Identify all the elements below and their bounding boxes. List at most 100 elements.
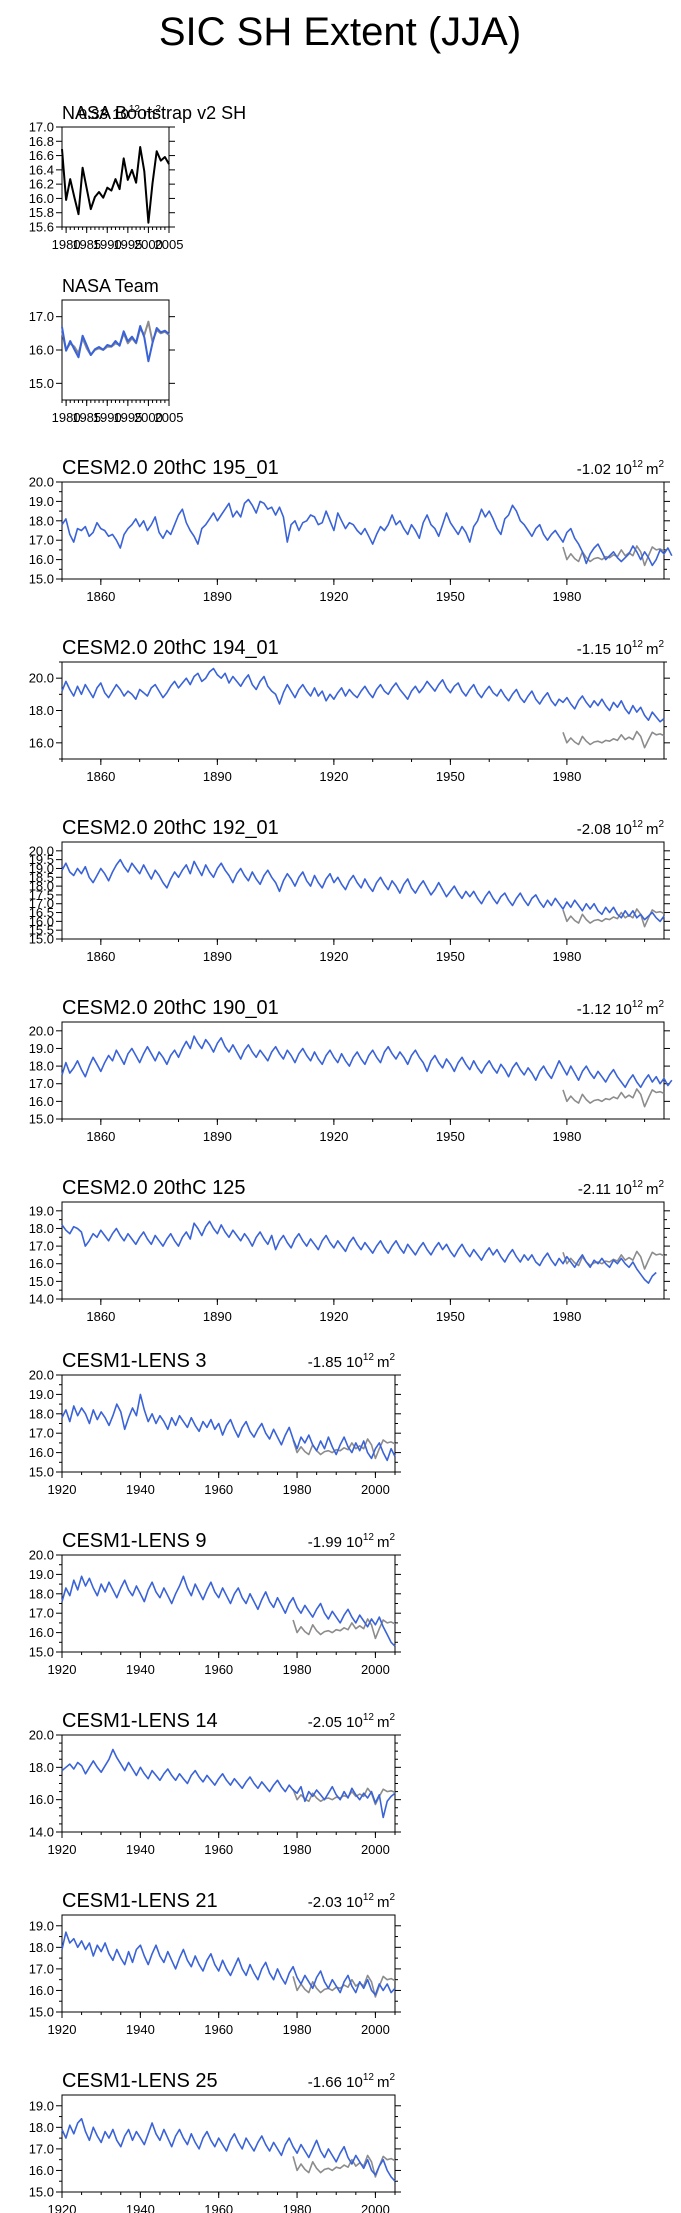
x-tick-label: 1980 <box>552 769 581 784</box>
panel-title: CESM1-LENS 14 <box>62 1710 218 1732</box>
y-tick-label: 16.0 <box>29 552 54 567</box>
y-tick-label: 20.0 <box>29 475 54 490</box>
x-tick-label: 2000 <box>361 1842 390 1857</box>
panel-title: CESM2.0 20thC 125 <box>62 1177 245 1199</box>
series-line-model <box>61 1748 396 1819</box>
y-tick-label: 16.0 <box>29 191 54 206</box>
y-tick-label: 18.0 <box>29 513 54 528</box>
x-tick-label: 1980 <box>283 1482 312 1497</box>
y-tick-label: 16.8 <box>29 134 54 149</box>
y-tick-label: 15.6 <box>29 220 54 235</box>
x-tick-label: 1980 <box>283 2202 312 2213</box>
y-tick-label: 19.0 <box>29 1567 54 1582</box>
y-tick-label: 20.0 <box>29 1548 54 1563</box>
figure-title: SIC SH Extent (JJA) <box>159 10 521 54</box>
series-line-model <box>61 667 665 723</box>
trend-label: 0.33 1012 m2 <box>79 104 162 123</box>
y-tick-label: 14.0 <box>29 1825 54 1840</box>
panel-title: CESM2.0 20thC 195_01 <box>62 457 279 479</box>
series-line-model <box>61 2117 396 2182</box>
x-tick-label: 1990 <box>93 237 122 252</box>
x-tick-label: 1940 <box>126 1482 155 1497</box>
x-tick-label: 1980 <box>552 949 581 964</box>
y-tick-label: 16.6 <box>29 148 54 163</box>
trend-label: -2.11 1012 m2 <box>578 1179 665 1198</box>
panel-title: CESM2.0 20thC 194_01 <box>62 637 279 659</box>
plot-frame <box>61 661 665 760</box>
trend-label: -2.08 1012 m2 <box>577 819 665 838</box>
y-tick-label: 17.0 <box>29 309 54 324</box>
y-tick-label: 15.0 <box>29 1645 54 1660</box>
chart-lens-21: 15.0 16.0 17.0 18.0 19.0 1920 1940 1960 1980 2000… <box>29 1890 401 2037</box>
x-tick-label: 1960 <box>204 2022 233 2037</box>
x-tick-label: 1980 <box>283 2022 312 2037</box>
panel-title: CESM1-LENS 9 <box>62 1530 207 1552</box>
trend-label: -1.99 1012 m2 <box>308 1532 396 1551</box>
trend-label: -2.05 1012 m2 <box>308 1712 396 1731</box>
series-line-model <box>61 858 665 923</box>
x-tick-label: 1960 <box>204 2202 233 2213</box>
x-tick-label: 1995 <box>113 410 142 425</box>
y-tick-label: 15.0 <box>29 2005 54 2020</box>
trend-label: -2.03 1012 m2 <box>308 1892 396 1911</box>
x-tick-label: 1950 <box>436 1129 465 1144</box>
x-tick-label: 1890 <box>203 1129 232 1144</box>
x-tick-label: 1890 <box>203 949 232 964</box>
chart-nasa-bootstrap: 15.615.816.016.216.416.616.817.0 19801985… <box>29 103 246 252</box>
y-tick-label: 20.0 <box>29 1023 54 1038</box>
x-tick-label: 2000 <box>361 1662 390 1677</box>
series-line-model <box>61 498 673 567</box>
x-tick-label: 1920 <box>48 1662 77 1677</box>
panel-title: NASA Bootstrap v2 SH <box>62 103 246 123</box>
x-tick-label: 1980 <box>552 589 581 604</box>
x-tick-label: 1940 <box>126 2022 155 2037</box>
x-tick-label: 1950 <box>436 589 465 604</box>
y-tick-label: 20.0 <box>29 671 54 686</box>
x-tick-label: 1920 <box>319 1309 348 1324</box>
y-tick-label: 14.0 <box>29 1292 54 1307</box>
series-line-obs <box>562 1088 665 1108</box>
chart-lens-9: 15.0 16.0 17.0 18.0 19.0 20.0 1920 1940 1960 1980… <box>29 1530 401 1677</box>
x-tick-label: 2000 <box>134 237 163 252</box>
x-tick-label: 2000 <box>361 2022 390 2037</box>
chart-cesm2-192: 15.015.516.016.517.017.518.018.519.019.5… <box>29 817 670 964</box>
plot-frame <box>61 1554 396 1653</box>
y-tick-label: 19.0 <box>29 494 54 509</box>
chart-cesm2-125: 14.0 15.0 16.0 17.0 18.0 19.0 1860 1890 1920 1950… <box>29 1177 670 1324</box>
plot-frame <box>61 841 665 940</box>
y-tick-label: 17.0 <box>29 2141 54 2156</box>
x-tick-label: 1860 <box>86 1309 115 1324</box>
y-tick-label: 16.0 <box>29 1792 54 1807</box>
y-tick-label: 18.0 <box>29 1059 54 1074</box>
x-tick-label: 1960 <box>204 1482 233 1497</box>
y-tick-label: 16.0 <box>29 1625 54 1640</box>
x-tick-label: 1990 <box>93 410 122 425</box>
x-tick-label: 1980 <box>552 1309 581 1324</box>
chart-cesm2-190: 15.0 16.0 17.0 18.0 19.0 20.0 1860 1890 1920 1950… <box>29 997 673 1144</box>
plot-frame <box>61 1201 665 1300</box>
x-tick-label: 1860 <box>86 769 115 784</box>
y-tick-label: 15.0 <box>29 2185 54 2200</box>
series-line-nasa-bootstrap <box>61 325 170 363</box>
y-tick-label: 16.0 <box>29 1094 54 1109</box>
y-tick-label: 18.0 <box>29 2120 54 2135</box>
y-tick-label: 19.0 <box>29 1918 54 1933</box>
x-tick-label: 2000 <box>361 2202 390 2213</box>
y-tick-label: 20.0 <box>29 843 54 858</box>
series-line-model <box>61 1035 673 1089</box>
trend-label: -1.02 1012 m2 <box>577 459 665 478</box>
y-tick-label: 15.0 <box>29 376 54 391</box>
chart-cesm2-194: 16.0 18.0 20.0 1860 1890 1920 1950 1980 CESM2.0 … <box>29 637 670 784</box>
y-tick-label: 18.0 <box>29 1406 54 1421</box>
x-tick-label: 1860 <box>86 1129 115 1144</box>
trend-label: -1.12 1012 m2 <box>577 999 665 1018</box>
panel-title: CESM1-LENS 21 <box>62 1890 218 1912</box>
x-tick-label: 1985 <box>72 410 101 425</box>
plot-frame <box>61 1021 665 1120</box>
panel-title: NASA Team <box>62 276 159 296</box>
y-tick-label: 19.0 <box>29 2098 54 2113</box>
y-tick-label: 18.0 <box>29 1586 54 1601</box>
x-tick-label: 1890 <box>203 589 232 604</box>
x-tick-label: 1920 <box>48 1842 77 1857</box>
